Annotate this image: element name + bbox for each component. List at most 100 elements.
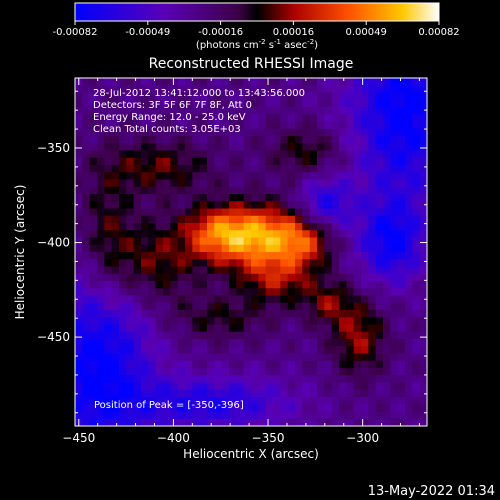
heatmap-cell [280,92,289,101]
heatmap-cell [287,244,296,253]
heatmap-cell [243,99,252,108]
heatmap-cell [221,266,230,275]
heatmap-cell [89,215,98,224]
heatmap-cell [229,310,237,318]
heatmap-cell [236,114,245,122]
heatmap-cell [148,230,157,238]
heatmap-cell [177,201,186,209]
heatmap-cell [390,107,399,115]
heatmap-cell [97,368,105,376]
heatmap-cell [243,375,252,383]
heatmap-cell [273,397,281,405]
heatmap-cell [236,368,245,376]
heatmap-cell [170,237,179,246]
heatmap-cell [383,121,391,130]
heatmap-cell [265,288,274,296]
heatmap-cell [214,157,223,166]
heatmap-cell [419,128,427,137]
heatmap-cell [155,172,164,180]
heatmap-cell [192,389,201,398]
heatmap-cell [111,99,120,108]
heatmap-cell [111,295,120,304]
heatmap-cell [177,281,186,289]
heatmap-cell [258,136,267,144]
heatmap-cell [273,368,281,376]
heatmap-cell [89,266,98,275]
heatmap-cell [207,114,215,122]
heatmap-cell [185,179,193,188]
heatmap-cell [397,165,406,173]
heatmap-cell [214,215,223,224]
heatmap-cell [170,186,179,195]
heatmap-cell [177,230,186,238]
heatmap-cell [126,215,135,224]
heatmap-cell [287,172,296,180]
heatmap-cell [97,397,105,405]
heatmap-cell [346,317,355,325]
heatmap-cell [405,194,413,202]
heatmap-cell [346,418,355,426]
heatmap-cell [192,136,201,144]
heatmap-cell [89,208,98,217]
heatmap-cell [368,302,377,311]
heatmap-cell [133,324,142,333]
heatmap-cell [126,237,135,246]
heatmap-cell [390,418,399,426]
heatmap-cell [207,230,215,238]
heatmap-cell [265,215,274,224]
heatmap-cell [236,295,245,304]
heatmap-cell [375,389,384,398]
heatmap-cell [75,411,83,420]
heatmap-cell [361,353,369,362]
heatmap-cell [265,237,274,246]
heatmap-cell [405,186,413,195]
heatmap-cell [119,157,127,166]
heatmap-cell [163,266,171,275]
heatmap-cell [412,259,421,267]
heatmap-cell [273,194,281,202]
heatmap-cell [419,353,427,362]
heatmap-cell [390,114,399,122]
heatmap-cell [251,252,259,260]
heatmap-cell [302,252,311,260]
heatmap-cell [126,411,135,420]
heatmap-cell [97,375,105,383]
heatmap-cell [104,259,113,267]
heatmap-cell [346,165,355,173]
heatmap-cell [405,324,413,333]
heatmap-cell [309,85,318,93]
heatmap-cell [353,295,362,304]
heatmap-cell [324,121,333,130]
heatmap-cell [148,266,157,275]
heatmap-cell [148,295,157,304]
heatmap-cell [258,99,267,108]
heatmap-cell [287,215,296,224]
heatmap-cell [383,244,391,253]
x-tick-label: −350 [252,431,285,445]
heatmap-cell [111,230,120,238]
heatmap-cell [185,397,193,405]
heatmap-cell [141,85,149,93]
heatmap-cell [405,121,413,130]
heatmap-cell [133,273,142,282]
heatmap-cell [97,244,105,253]
heatmap-cell [82,223,91,231]
heatmap-cell [309,194,318,202]
heatmap-cell [111,302,120,311]
heatmap-cell [324,317,333,325]
heatmap-cell [390,411,399,420]
heatmap-cell [133,389,142,398]
heatmap-cell [141,324,149,333]
heatmap-cell [82,143,91,151]
heatmap-cell [302,259,311,267]
heatmap-cell [412,382,421,391]
heatmap-cell [346,172,355,180]
heatmap-cell [324,310,333,318]
heatmap-cell [405,418,413,426]
heatmap-cell [353,230,362,238]
heatmap-cell [75,157,83,166]
heatmap-cell [199,244,208,253]
heatmap-cell [82,375,91,383]
heatmap-cell [97,418,105,426]
heatmap-cell [309,136,318,144]
